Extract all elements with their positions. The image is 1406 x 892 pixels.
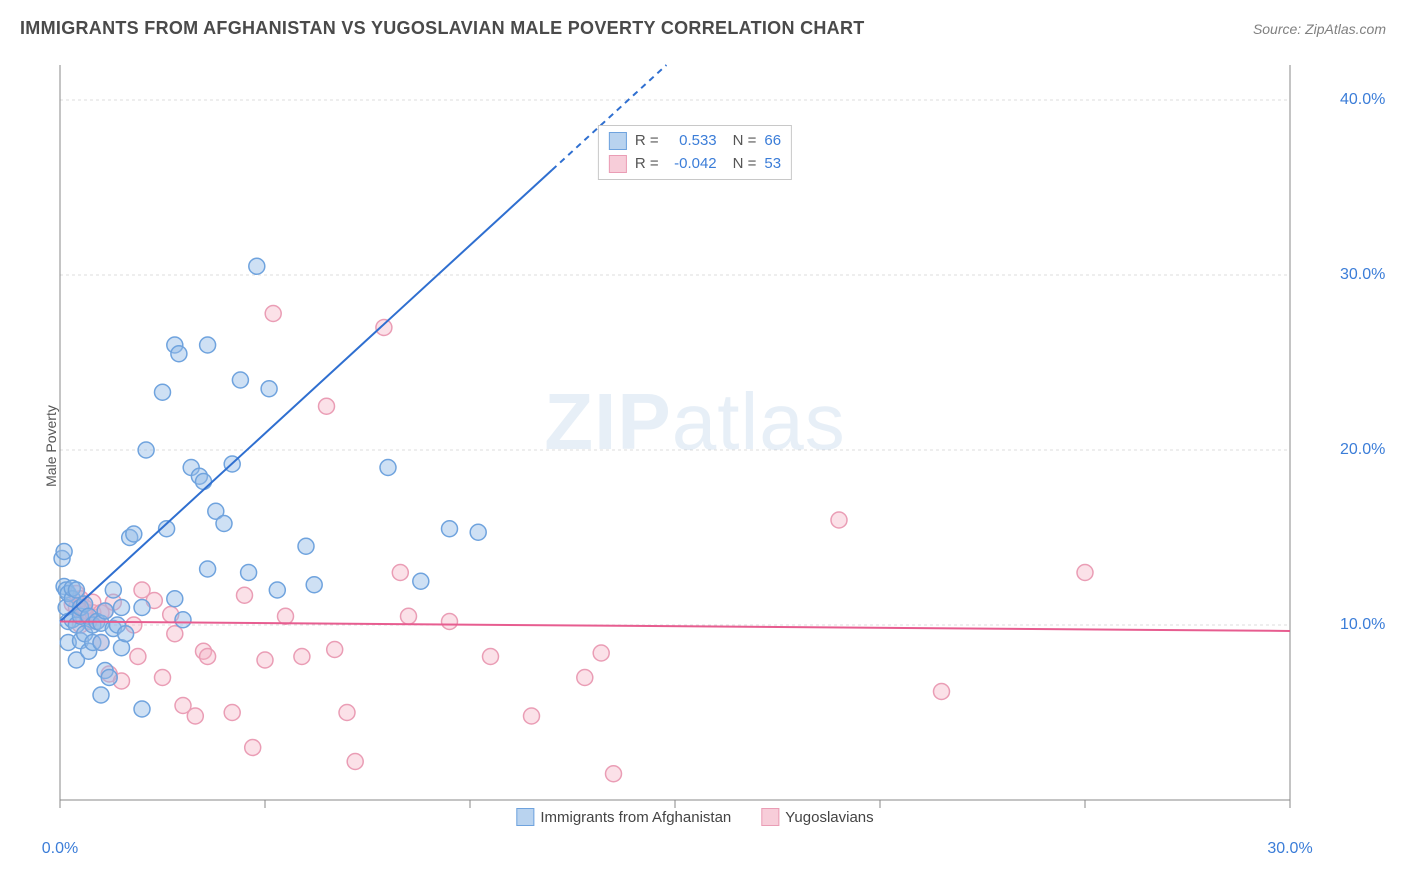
correlation-row-yugoslavians: R = -0.042 N = 53 [609, 153, 781, 176]
chart-title: IMMIGRANTS FROM AFGHANISTAN VS YUGOSLAVI… [20, 18, 865, 39]
correlation-legend: R = 0.533 N = 66 R = -0.042 N = 53 [598, 125, 792, 180]
swatch-afghanistan-icon [516, 808, 534, 826]
legend-item-afghanistan: Immigrants from Afghanistan [516, 808, 731, 826]
y-tick-label: 20.0% [1340, 441, 1390, 459]
swatch-yugoslavians-icon [761, 808, 779, 826]
plot-area: ZIPatlas R = 0.533 N = 66 R = -0.042 N =… [50, 60, 1340, 830]
n-value-yugoslavians: 53 [764, 153, 781, 176]
x-tick-label: 30.0% [1267, 840, 1312, 858]
legend-item-yugoslavians: Yugoslavians [761, 808, 873, 826]
n-label: N = [733, 153, 757, 176]
y-tick-label: 10.0% [1340, 616, 1390, 634]
r-value-yugoslavians: -0.042 [667, 153, 717, 176]
swatch-afghanistan [609, 132, 627, 150]
y-tick-label: 40.0% [1340, 91, 1390, 109]
y-tick-label: 30.0% [1340, 266, 1390, 284]
n-label: N = [733, 130, 757, 153]
swatch-yugoslavians [609, 155, 627, 173]
legend-label-afghanistan: Immigrants from Afghanistan [540, 809, 731, 826]
r-label: R = [635, 130, 659, 153]
series-legend: Immigrants from Afghanistan Yugoslavians [516, 808, 873, 826]
n-value-afghanistan: 66 [764, 130, 781, 153]
legend-label-yugoslavians: Yugoslavians [785, 809, 873, 826]
x-tick-label: 0.0% [42, 840, 78, 858]
source-attribution: Source: ZipAtlas.com [1253, 21, 1386, 37]
r-label: R = [635, 153, 659, 176]
correlation-row-afghanistan: R = 0.533 N = 66 [609, 130, 781, 153]
r-value-afghanistan: 0.533 [667, 130, 717, 153]
